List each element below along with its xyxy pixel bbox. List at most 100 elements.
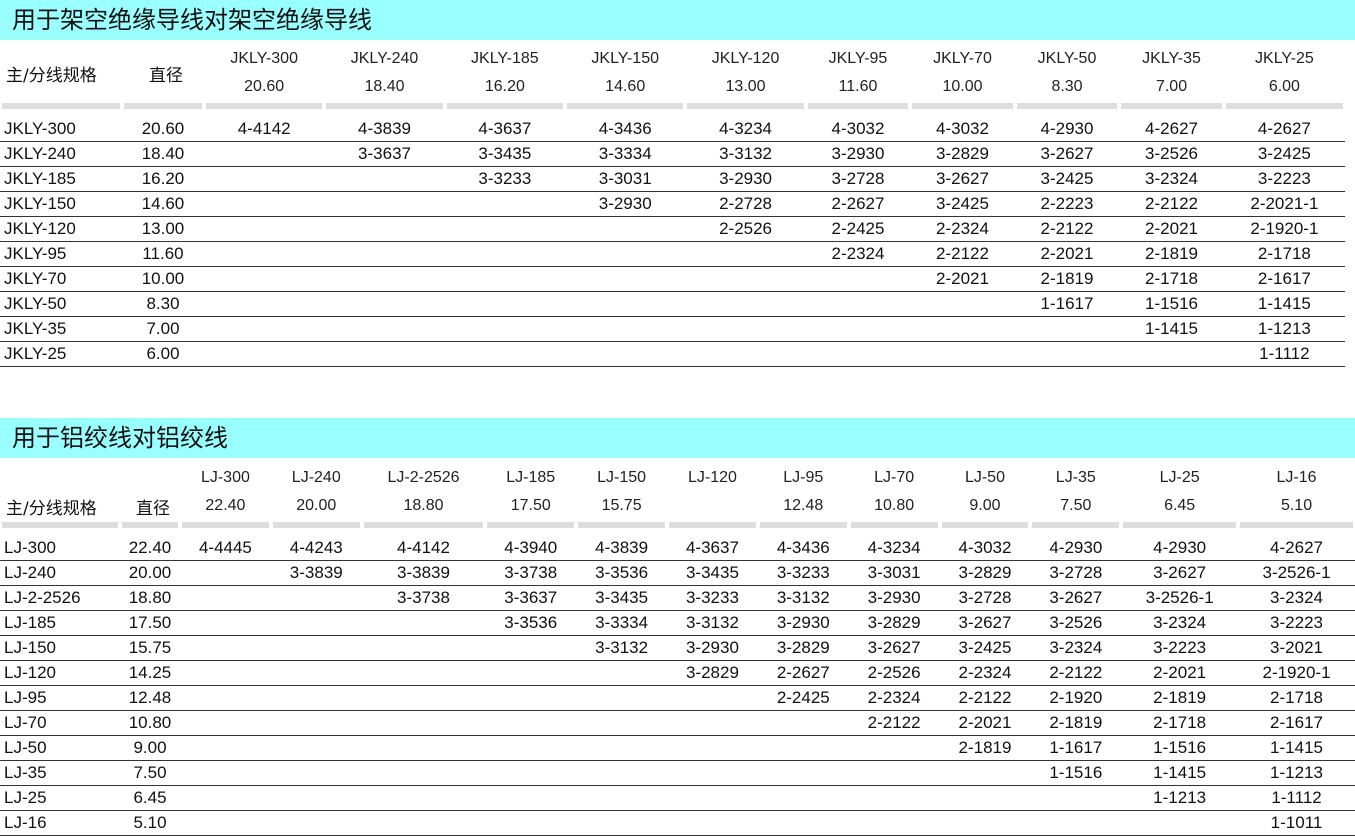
column-diameter-header: 7.00 [1155, 78, 1188, 95]
connector-model-cell [204, 292, 325, 317]
header-divider [1224, 101, 1345, 117]
connector-model-cell: 3-3132 [576, 636, 668, 661]
connector-model-cell: 3-2627 [910, 167, 1015, 192]
row-diameter: 20.60 [122, 117, 204, 142]
column-spec-header: LJ-120 [687, 469, 737, 486]
row-spec: LJ-240 [0, 561, 120, 586]
connector-model-cell: 2-1718 [1121, 711, 1239, 736]
header-divider [0, 101, 122, 117]
connector-model-cell: 1-1516 [1119, 292, 1224, 317]
connector-model-cell: 1-1516 [1121, 736, 1239, 761]
connector-model-cell [565, 242, 686, 267]
column-diameter-header [667, 492, 758, 520]
connector-model-cell [270, 761, 362, 786]
column-spec-header: JKLY-35 [1142, 50, 1201, 67]
connector-model-cell [910, 342, 1015, 367]
column-spec-header: JKLY-50 [1037, 50, 1097, 67]
column-diameter-header: 18.80 [403, 497, 444, 514]
connector-model-cell [848, 786, 940, 811]
connector-model-cell [757, 811, 849, 836]
connector-model-cell [848, 736, 940, 761]
row-diameter: 18.80 [120, 586, 180, 611]
table-row: JKLY-35 7.00 1-1415 1-1213 [0, 317, 1345, 342]
connector-model-cell: 2-1819 [1030, 711, 1122, 736]
header-divider [362, 520, 486, 536]
connector-model-cell: 4-3234 [848, 536, 940, 561]
row-spec: LJ-50 [0, 736, 120, 761]
header-divider [445, 101, 565, 117]
connector-model-cell [324, 242, 445, 267]
connector-model-cell [180, 761, 271, 786]
connector-model-cell [204, 142, 325, 167]
connector-model-cell [667, 811, 758, 836]
connector-model-cell [270, 811, 362, 836]
connector-model-cell: 3-3738 [361, 586, 486, 611]
connector-model-cell: 4-3637 [444, 117, 566, 142]
row-spec: JKLY-300 [0, 117, 122, 142]
connector-model-cell: 3-2930 [848, 586, 940, 611]
connector-model-cell: 2-2122 [848, 711, 940, 736]
column-spec-header: JKLY-120 [711, 50, 780, 67]
row-spec: LJ-95 [0, 686, 120, 711]
row-spec: LJ-70 [0, 711, 120, 736]
insulated-wire-table: 主/分线规格 直径 JKLY-300 JKLY-240 JKLY-185 JKLY-150… [0, 45, 1345, 367]
connector-model-cell: 1-1112 [1223, 342, 1345, 367]
connector-model-cell [1014, 317, 1120, 342]
connector-model-cell [576, 686, 668, 711]
connector-model-cell: 4-3436 [565, 117, 686, 142]
header-divider [1119, 101, 1224, 117]
connector-model-cell: 3-2526 [1119, 142, 1224, 167]
row-diameter: 16.20 [122, 167, 204, 192]
connector-model-cell [180, 736, 271, 761]
connector-model-cell [204, 192, 325, 217]
connector-model-cell: 3-3334 [565, 142, 686, 167]
connector-model-cell [910, 292, 1015, 317]
connector-model-cell: 4-3637 [667, 536, 758, 561]
connector-model-cell: 3-2627 [1030, 586, 1122, 611]
header-divider [271, 520, 362, 536]
connector-model-cell: 4-3940 [485, 536, 577, 561]
column-spec-header: JKLY-150 [591, 50, 659, 67]
row-spec: JKLY-120 [0, 217, 122, 242]
header-divider [758, 520, 849, 536]
connector-model-cell: 3-2627 [1014, 142, 1120, 167]
connector-model-cell: 3-2526-1 [1121, 586, 1239, 611]
table-row: JKLY-120 13.00 2-2526 2-2425 2-2324 2-2122 2-2… [0, 217, 1345, 242]
connector-model-cell [270, 736, 362, 761]
connector-model-cell [361, 661, 486, 686]
connector-model-cell: 1-1415 [1223, 292, 1345, 317]
connector-model-cell: 2-1718 [1238, 686, 1355, 711]
connector-model-cell: 2-2627 [805, 192, 911, 217]
connector-model-cell [444, 267, 566, 292]
connector-model-cell: 2-1920-1 [1223, 217, 1345, 242]
column-diameter-header: 6.45 [1164, 497, 1196, 514]
connector-model-cell [361, 811, 486, 836]
connector-model-cell [805, 317, 911, 342]
connector-model-cell: 2-1819 [939, 736, 1031, 761]
row-spec: LJ-2-2526 [0, 586, 120, 611]
connector-model-cell: 3-3132 [685, 142, 806, 167]
connector-model-cell [204, 167, 325, 192]
connector-model-cell: 1-1415 [1121, 761, 1239, 786]
row-spec: JKLY-50 [0, 292, 122, 317]
connector-model-cell: 1-1112 [1238, 786, 1355, 811]
connector-model-cell: 3-3637 [324, 142, 445, 167]
connector-model-cell [485, 761, 577, 786]
column-diameter-header: 8.30 [1051, 78, 1083, 95]
connector-model-cell: 2-2122 [1014, 217, 1120, 242]
connector-model-cell: 3-3132 [757, 586, 849, 611]
connector-model-cell: 1-1617 [1014, 292, 1120, 317]
connector-model-cell: 2-1920 [1030, 686, 1122, 711]
connector-model-cell: 3-2324 [1119, 167, 1224, 192]
header-divider [849, 520, 940, 536]
column-spec-header: LJ-16 [1276, 469, 1317, 486]
table-row: LJ-50 9.00 2-1819 1-1617 1-1516 1-1415 [0, 736, 1355, 761]
connector-model-cell: 3-2930 [685, 167, 806, 192]
header-divider [806, 101, 911, 117]
connector-model-cell: 3-2425 [910, 192, 1015, 217]
row-spec: LJ-16 [0, 811, 120, 836]
header-divider [576, 520, 667, 536]
header-divider [565, 101, 685, 117]
table-row: LJ-95 12.48 2-2425 2-2324 2-2122 2-1920 2-1819… [0, 686, 1355, 711]
header-divider [180, 520, 271, 536]
